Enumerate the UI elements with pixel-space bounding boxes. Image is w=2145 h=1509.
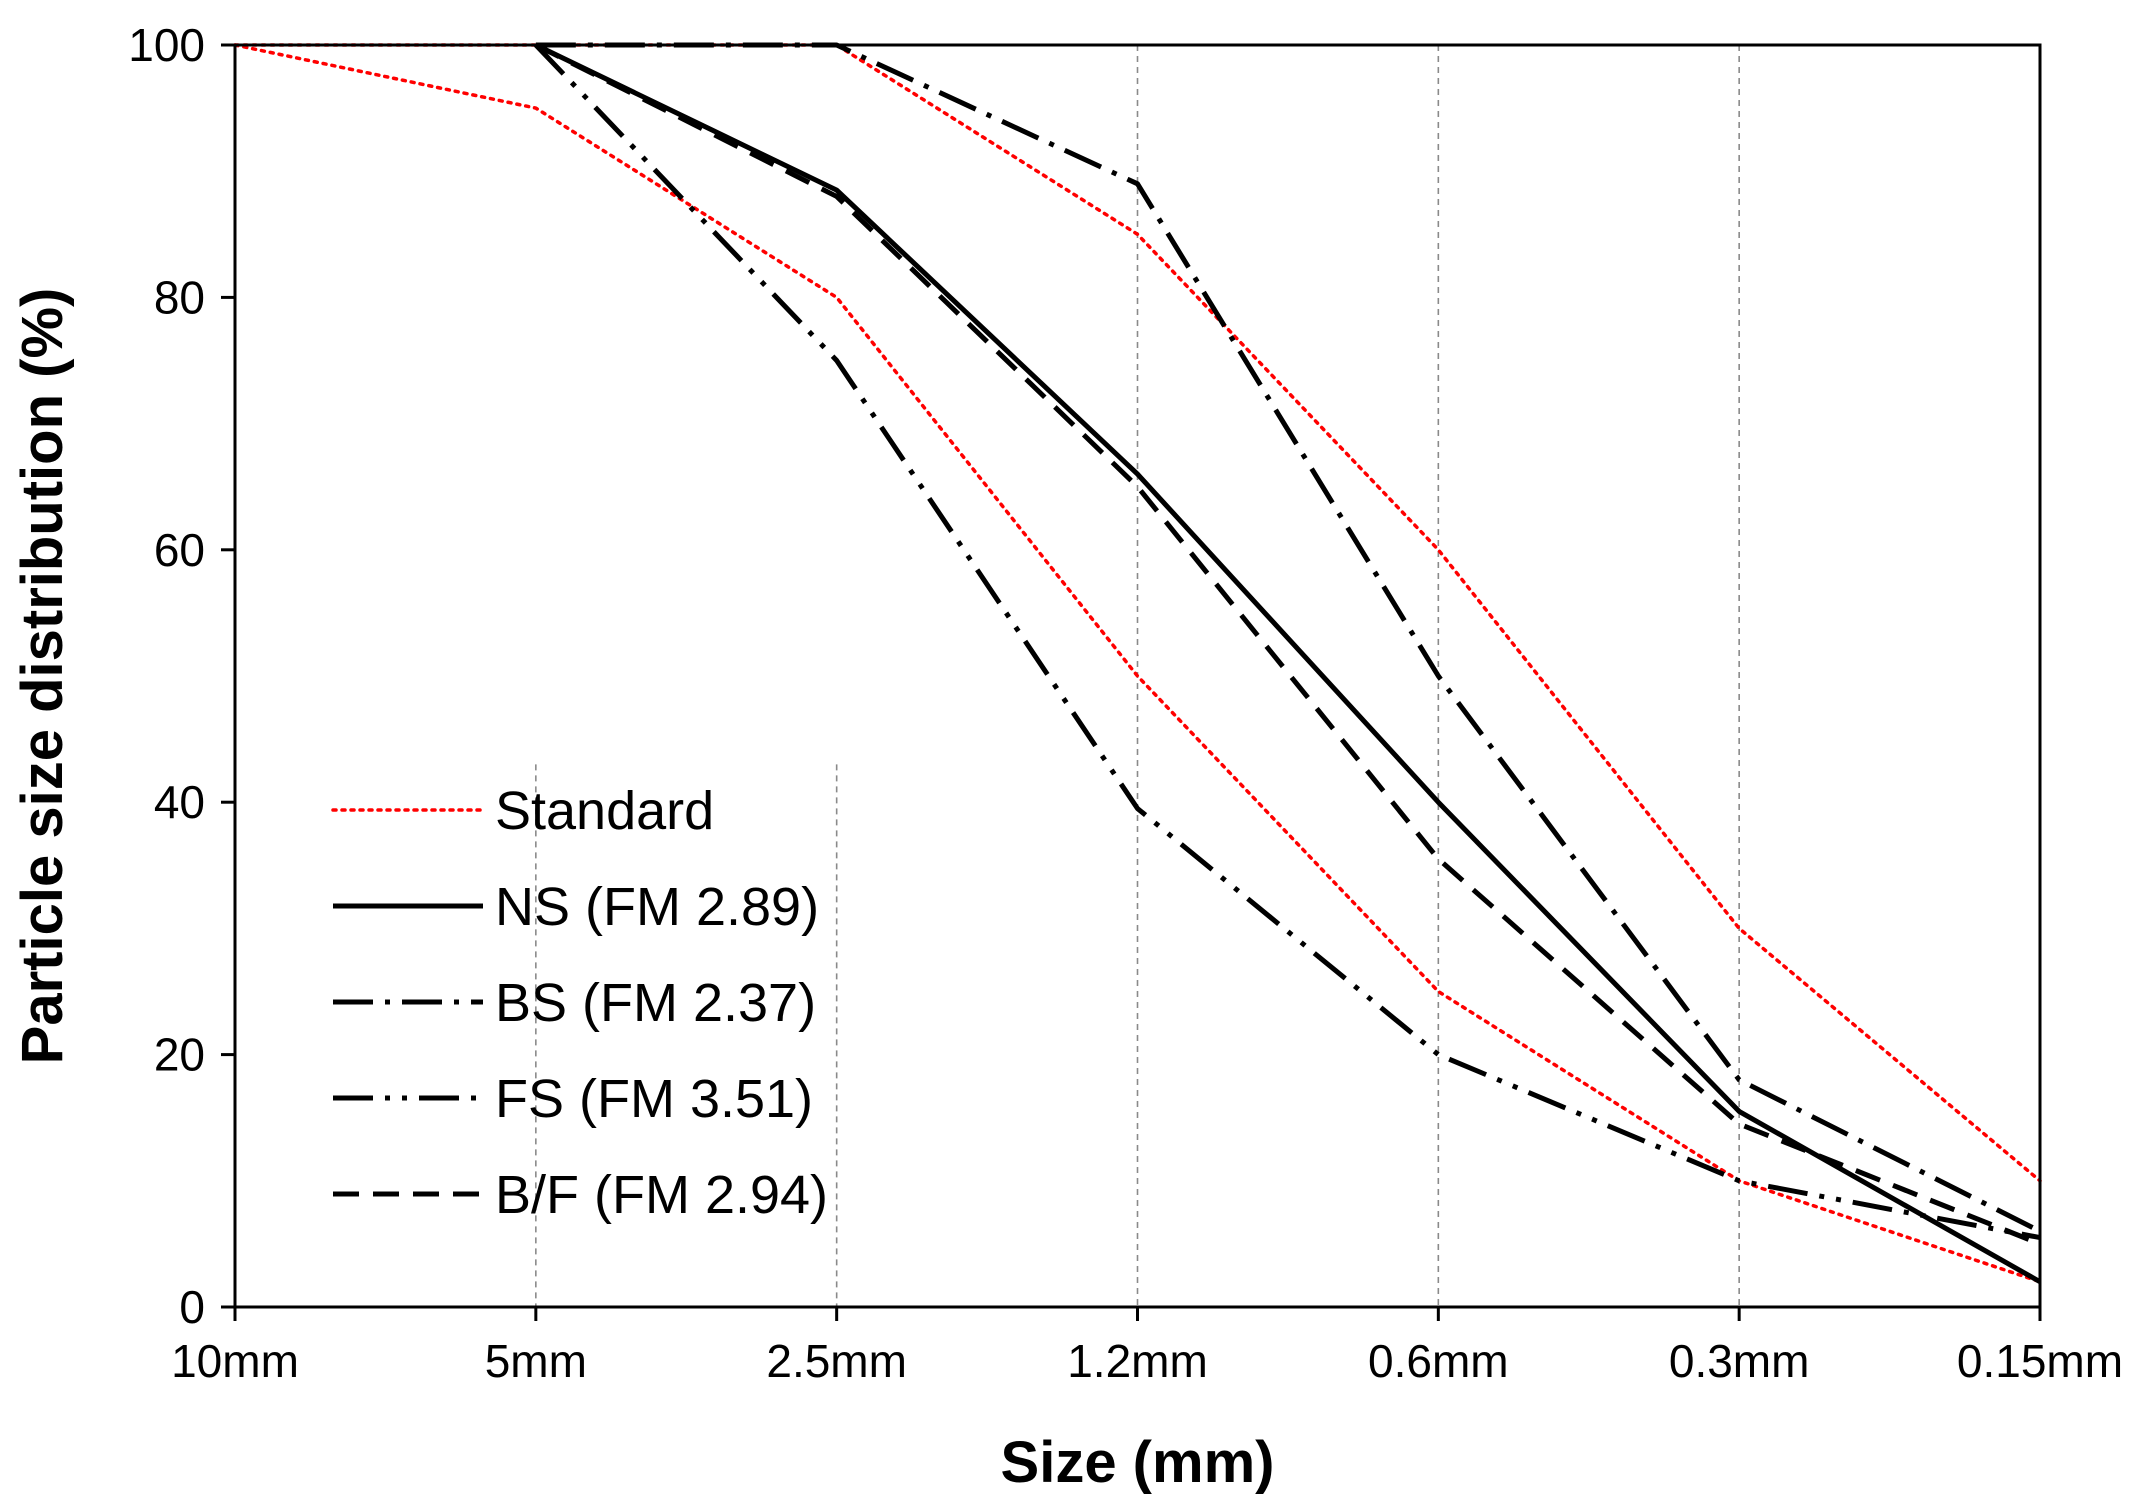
series-line-2 bbox=[535, 42, 2042, 1234]
y-tick-label-2: 40 bbox=[154, 776, 205, 828]
legend-label-4: B/F (FM 2.94) bbox=[495, 1165, 828, 1225]
y-tick-label-0: 0 bbox=[179, 1281, 205, 1333]
legend-label-2: BS (FM 2.37) bbox=[495, 973, 816, 1033]
x-tick-label-6: 0.15mm bbox=[1957, 1335, 2123, 1387]
series-layer bbox=[233, 42, 2042, 1284]
series-line-3 bbox=[534, 43, 2041, 1241]
y-tick-label-4: 80 bbox=[154, 271, 205, 323]
x-tick-label-5: 0.3mm bbox=[1669, 1335, 1810, 1387]
series-line-4 bbox=[534, 42, 2041, 1247]
y-tick-label-5: 100 bbox=[128, 19, 205, 71]
x-tick-label-3: 1.2mm bbox=[1067, 1335, 1208, 1387]
x-tick-label-1: 5mm bbox=[485, 1335, 587, 1387]
x-tick-label-4: 0.6mm bbox=[1368, 1335, 1509, 1387]
x-tick-label-0: 10mm bbox=[171, 1335, 299, 1387]
series-line-1 bbox=[534, 42, 2042, 1284]
legend: Standard NS (FM 2.89) BS (FM 2.37) FS (FM 3… bbox=[331, 781, 828, 1225]
x-tick-label-2: 2.5mm bbox=[766, 1335, 907, 1387]
y-tick-label-3: 60 bbox=[154, 524, 205, 576]
legend-label-3: FS (FM 3.51) bbox=[495, 1069, 813, 1129]
x-axis-title: Size (mm) bbox=[1001, 1430, 1275, 1495]
legend-label-0: Standard bbox=[495, 781, 714, 841]
tick-layer: 0 20 40 60 80 100 10mm 5mm 2.5mm 1.2mm 0.6mm 0.3mm 0… bbox=[128, 19, 2123, 1387]
y-axis-title: Particle size distribution (%) bbox=[10, 288, 75, 1065]
legend-label-1: NS (FM 2.89) bbox=[495, 877, 819, 937]
y-tick-label-1: 20 bbox=[154, 1029, 205, 1081]
